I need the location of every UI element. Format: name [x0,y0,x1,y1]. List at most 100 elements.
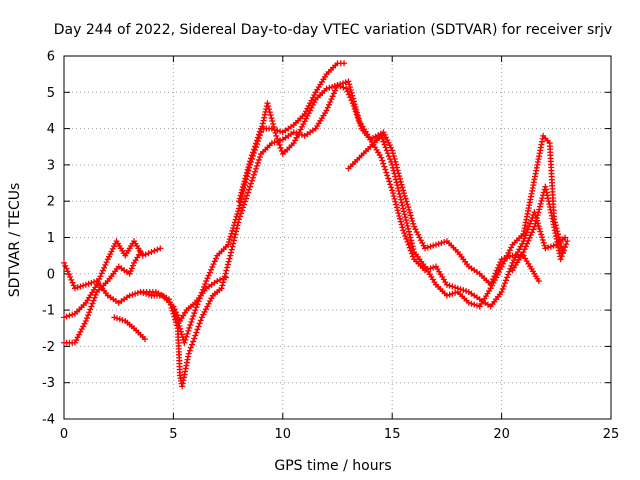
data-point-marker [546,201,553,208]
x-tick-label: 10 [275,427,292,442]
data-point-marker [405,241,412,248]
data-point-marker [383,147,390,154]
data-point-marker [197,317,204,324]
data-point-marker [266,106,273,113]
data-point-marker [405,204,412,211]
data-point-marker [557,256,564,263]
data-point-marker [166,296,173,303]
series-trace-7 [236,60,348,205]
data-point-marker [253,162,260,169]
data-point-marker [126,270,133,277]
data-point-marker [546,204,553,211]
data-point-marker [82,317,89,324]
data-point-marker [270,120,277,127]
data-point-marker [528,229,535,236]
data-point-marker [502,277,509,284]
data-point-marker [242,175,249,182]
data-point-marker [544,195,551,202]
data-point-marker [86,309,93,316]
data-point-marker [70,282,77,289]
data-point-marker [324,104,331,111]
data-point-marker [323,85,330,92]
data-point-marker [422,245,429,252]
data-point-marker [236,205,243,212]
data-point-marker [400,208,407,215]
data-point-marker [264,100,271,107]
data-point-marker [221,273,228,280]
data-point-marker [80,282,87,289]
data-point-marker [186,347,193,354]
data-point-marker [178,331,185,338]
data-point-marker [137,249,144,256]
data-point-marker [392,176,399,183]
data-point-marker [323,107,330,114]
data-point-marker [183,333,190,340]
data-point-marker [378,154,385,161]
data-point-marker [249,149,256,156]
data-point-marker [526,234,533,241]
y-tick-label: 0 [47,267,55,282]
data-point-marker [90,297,97,304]
data-point-marker [379,157,386,164]
data-point-marker [205,272,212,279]
data-point-marker [240,204,247,211]
data-point-marker [129,262,136,269]
data-point-marker [408,240,415,247]
data-point-marker [196,320,203,327]
data-point-marker [204,275,211,282]
data-point-marker [538,231,545,238]
data-point-marker [102,261,109,268]
data-point-marker [237,192,244,199]
data-point-marker [211,258,218,265]
data-point-marker [389,190,396,197]
data-point-marker [520,249,527,256]
data-point-marker [397,215,404,222]
data-point-marker [542,245,549,252]
data-point-marker [89,300,96,307]
data-point-marker [233,213,240,220]
data-point-marker [543,189,550,196]
data-point-marker [346,81,353,88]
data-point-marker [331,82,338,89]
data-point-marker [246,183,253,190]
data-point-marker [560,247,567,254]
data-point-marker [460,287,467,294]
data-point-marker [227,252,234,259]
data-point-marker [181,339,188,346]
data-point-marker [251,143,258,150]
data-point-marker [409,243,416,250]
data-point-marker [524,240,531,247]
data-point-marker [406,209,413,216]
data-point-marker [397,196,404,203]
data-point-marker [226,255,233,262]
y-tick-label: 4 [47,122,55,137]
data-point-marker [347,86,354,93]
data-point-marker [446,291,453,298]
data-point-marker [381,163,388,170]
data-point-marker [430,242,437,249]
data-point-marker [231,219,238,226]
data-point-marker [185,327,192,334]
data-point-marker [531,223,538,230]
data-point-marker [506,253,513,260]
data-point-marker [537,228,544,235]
data-point-marker [225,258,232,265]
data-point-marker [534,212,541,219]
data-point-marker [254,134,261,141]
data-point-marker [351,105,358,112]
data-point-marker [542,183,549,190]
data-point-marker [545,244,552,251]
data-point-marker [532,220,539,227]
data-point-marker [170,303,177,310]
series-trace-4 [111,314,148,343]
data-point-marker [344,88,351,95]
data-point-marker [92,291,99,298]
data-point-marker [548,209,555,216]
data-point-marker [243,172,250,179]
data-point-marker [172,311,179,318]
data-point-marker [354,114,361,121]
data-point-marker [88,279,95,286]
data-point-marker [355,117,362,124]
data-point-marker [246,161,253,168]
data-point-marker [103,259,110,266]
